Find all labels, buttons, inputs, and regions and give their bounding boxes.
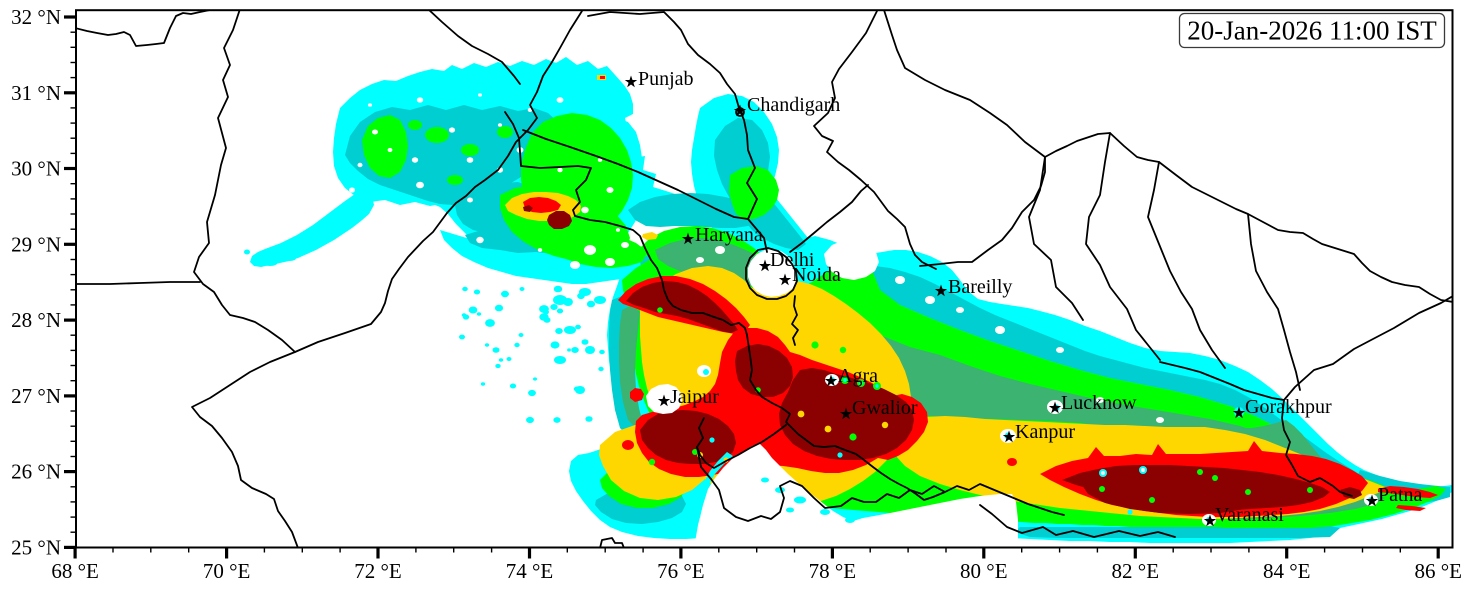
svg-text:Delhi: Delhi xyxy=(770,249,815,271)
svg-text:84 °E: 84 °E xyxy=(1263,559,1310,583)
svg-text:32 °N: 32 °N xyxy=(11,5,61,29)
svg-text:27 °N: 27 °N xyxy=(11,384,61,408)
svg-text:Gwalior: Gwalior xyxy=(852,397,918,419)
svg-text:Chandigarh: Chandigarh xyxy=(747,94,840,116)
svg-text:Patna: Patna xyxy=(1378,484,1423,506)
svg-text:Gorakhpur: Gorakhpur xyxy=(1245,396,1332,418)
svg-text:Agra: Agra xyxy=(838,365,878,387)
svg-text:76 °E: 76 °E xyxy=(657,559,704,583)
svg-text:78 °E: 78 °E xyxy=(809,559,856,583)
svg-text:Kanpur: Kanpur xyxy=(1015,421,1075,443)
svg-text:Haryana: Haryana xyxy=(695,224,763,246)
svg-text:Bareilly: Bareilly xyxy=(948,276,1012,298)
svg-text:Noida: Noida xyxy=(792,264,841,286)
svg-text:Punjab: Punjab xyxy=(638,68,694,90)
svg-text:80 °E: 80 °E xyxy=(960,559,1007,583)
svg-text:82 °E: 82 °E xyxy=(1112,559,1159,583)
svg-text:Lucknow: Lucknow xyxy=(1061,392,1137,414)
svg-text:28 °N: 28 °N xyxy=(11,308,61,332)
svg-text:31 °N: 31 °N xyxy=(11,81,61,105)
svg-text:70 °E: 70 °E xyxy=(203,559,250,583)
svg-text:72 °E: 72 °E xyxy=(354,559,401,583)
svg-text:Jaipur: Jaipur xyxy=(670,386,719,408)
svg-text:Varanasi: Varanasi xyxy=(1215,504,1284,526)
svg-text:29 °N: 29 °N xyxy=(11,232,61,256)
svg-text:20-Jan-2026 11:00 IST: 20-Jan-2026 11:00 IST xyxy=(1187,16,1437,46)
svg-text:30 °N: 30 °N xyxy=(11,157,61,181)
svg-text:26 °N: 26 °N xyxy=(11,460,61,484)
svg-text:86 °E: 86 °E xyxy=(1414,559,1461,583)
svg-text:25 °N: 25 °N xyxy=(11,535,61,559)
svg-text:74 °E: 74 °E xyxy=(506,559,553,583)
svg-text:68 °E: 68 °E xyxy=(51,559,98,583)
